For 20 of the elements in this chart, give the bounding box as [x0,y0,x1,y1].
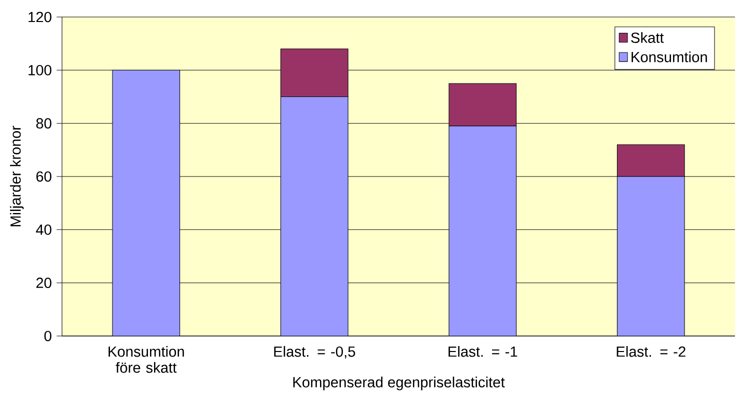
y-tick-label: 60 [36,171,52,182]
y-tick-label: 100 [28,64,52,76]
bar [616,176,685,336]
y-axis-title: Miljarder kronor [10,126,24,226]
y-tick-label: 80 [36,118,52,129]
y-tick-label: 40 [36,224,52,235]
bar [448,83,517,126]
y-tick-label: 120 [28,12,52,22]
bar [280,96,348,336]
y-tick-label: 20 [36,278,52,288]
x-tick-label: Elast. = -2 [616,346,686,357]
y-tick-label: 0 [44,330,52,342]
x-tick-label: Elast. = -0,5 [274,346,356,359]
bar [448,126,517,336]
legend-label: Konsumtion [632,51,707,62]
legend-label: Skatt [631,32,664,43]
x-tick-label: Elast. = -1 [448,346,518,357]
x-tick-label: Konsumtion före skatt [108,346,184,373]
bar [112,70,180,336]
x-axis-title: Kompenserad egenpriselasticitet [293,376,505,390]
